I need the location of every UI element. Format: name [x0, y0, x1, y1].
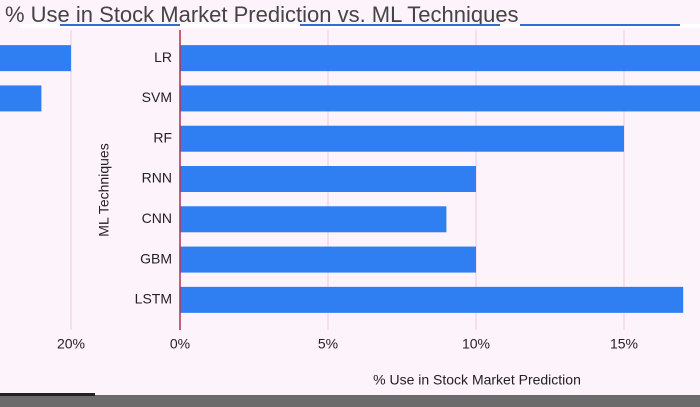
x-tick-label: 5% — [318, 336, 338, 352]
y-tick-label: RNN — [142, 170, 172, 186]
left-panel: 20% — [0, 30, 85, 352]
y-tick-label: CNN — [142, 210, 172, 226]
bar — [180, 286, 684, 313]
plot — [180, 30, 700, 330]
plot — [0, 30, 72, 330]
bar — [180, 125, 624, 152]
bar — [0, 45, 71, 72]
bar — [180, 45, 700, 72]
bottom-bar — [0, 395, 700, 407]
y-tick-label: LSTM — [135, 291, 172, 307]
strip — [520, 24, 680, 26]
chart-title: % Use in Stock Market Prediction vs. ML … — [5, 2, 519, 27]
strip — [300, 24, 500, 26]
bar — [0, 85, 42, 112]
main-panel: 0% 5% 10% 15% LR SVM RF RNN CNN GBM LSTM — [135, 30, 700, 352]
bar — [180, 85, 700, 112]
x-tick-label: 20% — [57, 336, 85, 352]
y-tick-label: SVM — [142, 89, 172, 105]
x-axis-label: % Use in Stock Market Prediction — [373, 372, 581, 388]
bottom-bar-edge — [0, 393, 95, 396]
y-tick-label: LR — [154, 49, 172, 65]
y-axis-label: ML Techniques — [96, 143, 112, 236]
x-tick-label: 0% — [170, 336, 190, 352]
bar — [180, 246, 476, 273]
x-tick-label: 10% — [462, 336, 490, 352]
y-tick-label: GBM — [140, 250, 172, 266]
bar — [180, 166, 476, 192]
title-area: % Use in Stock Market Prediction vs. ML … — [5, 2, 700, 28]
y-tick-label: RF — [153, 129, 172, 145]
x-tick-label: 15% — [610, 336, 638, 352]
strip — [60, 24, 180, 26]
bar — [180, 206, 447, 233]
